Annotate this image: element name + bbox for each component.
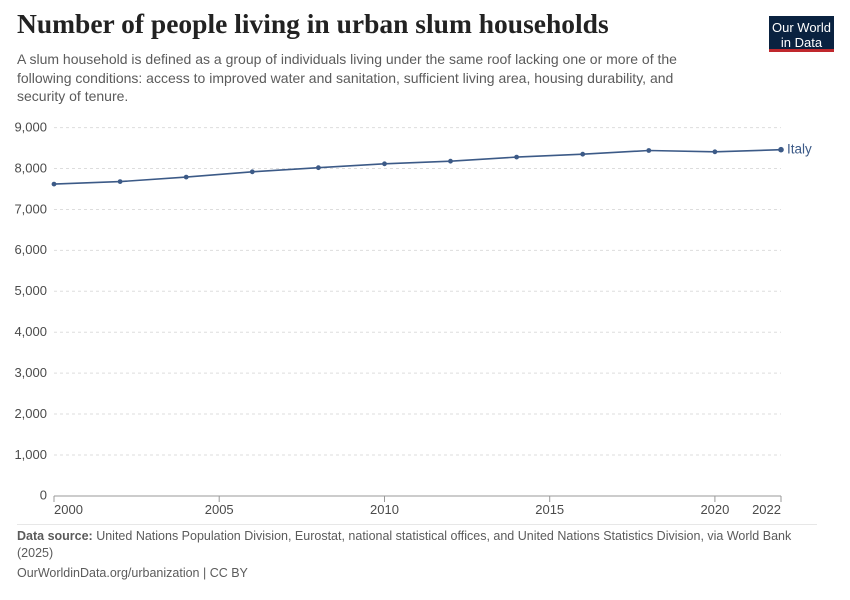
svg-text:2005: 2005 [205,502,234,517]
svg-text:9,000: 9,000 [14,120,47,135]
svg-text:4,000: 4,000 [14,324,47,339]
svg-text:8,000: 8,000 [14,160,47,175]
svg-text:2010: 2010 [370,502,399,517]
svg-text:2020: 2020 [700,502,729,517]
svg-text:2022: 2022 [752,502,781,517]
svg-text:1,000: 1,000 [14,447,47,462]
svg-text:Italy: Italy [787,142,812,157]
svg-text:2000: 2000 [54,502,83,517]
svg-text:0: 0 [40,488,47,503]
svg-text:3,000: 3,000 [14,365,47,380]
svg-text:2015: 2015 [535,502,564,517]
svg-text:5,000: 5,000 [14,283,47,298]
svg-text:6,000: 6,000 [14,242,47,257]
svg-text:7,000: 7,000 [14,201,47,216]
svg-text:2,000: 2,000 [14,406,47,421]
